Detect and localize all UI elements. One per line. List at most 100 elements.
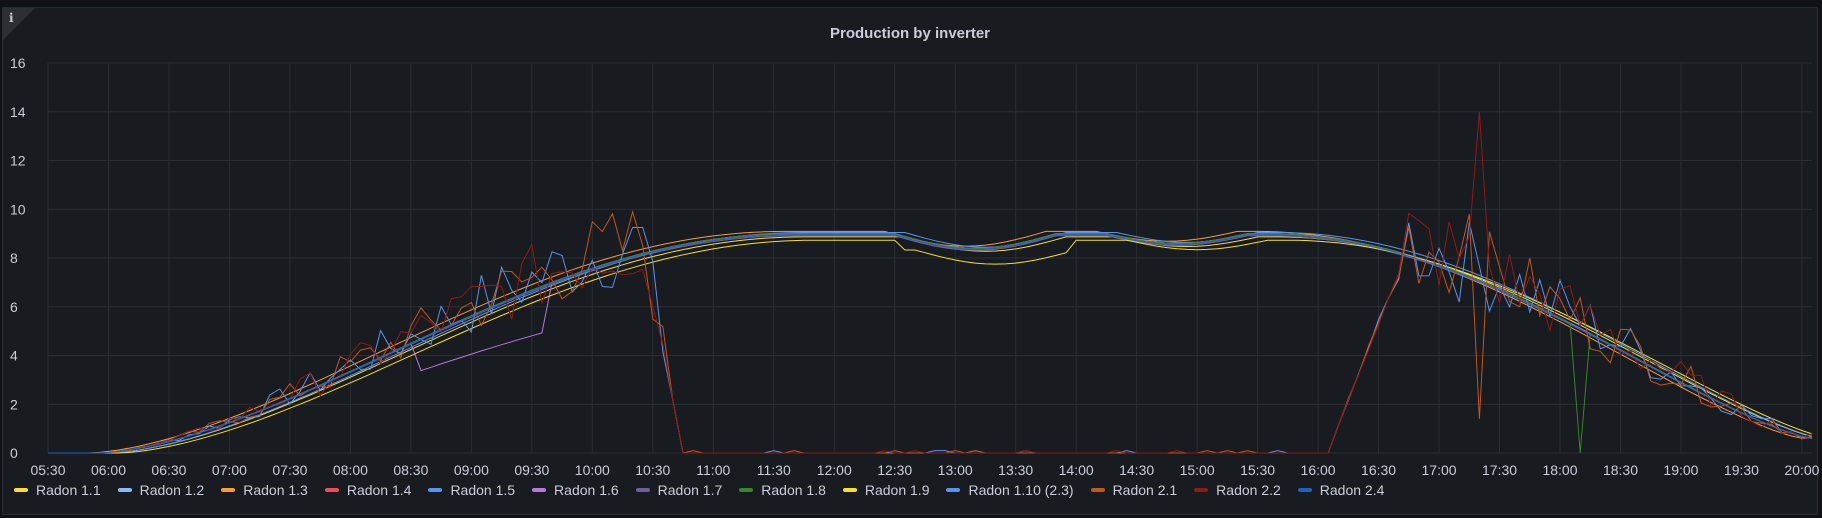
x-tick-label: 10:30 [635,462,670,478]
x-tick-label: 06:00 [91,462,126,478]
legend-label: Radon 1.1 [36,482,101,498]
x-tick-label: 13:00 [938,462,973,478]
legend-swatch [14,488,28,492]
legend-item[interactable]: Radon 1.2 [117,482,205,498]
legend-swatch [221,488,236,492]
x-tick-label: 17:00 [1422,462,1457,478]
legend-swatch [1297,488,1312,492]
legend-label: Radon 2.2 [1216,482,1281,498]
legend-swatch [842,488,857,492]
legend-item[interactable]: Radon 1.1 [14,482,101,498]
series-lines [48,111,1813,454]
x-tick-label: 07:00 [212,462,247,478]
y-tick-label: 2 [10,396,18,412]
legend: Radon 1.1 Radon 1.2 Radon 1.3 Radon 1.4 Rado… [14,482,1401,498]
x-tick-label: 12:30 [877,462,912,478]
legend-item[interactable]: Radon 1.10 (2.3) [946,482,1074,498]
legend-item[interactable]: Radon 1.8 [739,482,826,498]
x-tick-label: 18:30 [1603,462,1638,478]
x-tick-label: 15:00 [1180,462,1215,478]
legend-label: Radon 1.5 [450,482,516,498]
legend-swatch [324,488,339,492]
y-tick-label: 6 [10,299,18,315]
legend-label: Radon 1.3 [243,482,308,498]
x-tick-label: 17:30 [1482,462,1517,478]
legend-item[interactable]: Radon 1.7 [635,482,723,498]
legend-swatch [532,488,547,492]
series-line-11[interactable] [48,111,1813,454]
series-line-9[interactable] [48,222,1813,454]
grid-lines [47,62,1812,454]
series-line-7[interactable] [48,233,1813,454]
y-tick-label: 8 [10,250,18,266]
x-tick-label: 09:30 [514,462,549,478]
legend-label: Radon 1.10 (2.3) [968,482,1074,498]
x-tick-label: 05:30 [30,462,65,478]
legend-item[interactable]: Radon 1.4 [324,482,412,498]
y-tick-label: 0 [10,445,18,461]
series-line-3[interactable] [48,234,1813,454]
x-tick-label: 08:30 [393,462,428,478]
series-line-1[interactable] [48,233,1813,454]
series-line-2[interactable] [48,230,1803,454]
x-tick-label: 18:00 [1542,462,1577,478]
legend-label: Radon 1.2 [139,482,205,498]
x-tick-label: 19:30 [1724,462,1759,478]
x-tick-label: 11:00 [696,462,730,478]
y-axis-ticks: 0 2 4 6 8 10 12 14 16 [10,55,26,461]
legend-swatch [635,488,650,492]
legend-swatch [739,488,754,492]
x-tick-label: 06:30 [151,462,186,478]
x-tick-label: 09:00 [454,462,489,478]
x-tick-label: 15:30 [1240,462,1275,478]
chart-title: Production by inverter [829,25,991,42]
y-tick-label: 16 [10,55,26,71]
legend-label: Radon 1.4 [346,482,412,498]
x-tick-label: 10:00 [575,462,610,478]
series-line-12[interactable] [48,234,1813,454]
legend-label: Radon 1.8 [761,482,826,498]
legend-label: Radon 1.6 [554,482,619,498]
legend-swatch [428,488,443,492]
series-line-4[interactable] [48,232,1813,454]
legend-item[interactable]: Radon 1.5 [428,482,515,498]
x-axis-ticks: 05:30 06:00 06:30 07:00 07:30 08:00 08:30 09:00… [30,462,1819,478]
x-tick-label: 12:00 [817,462,852,478]
y-tick-label: 4 [10,348,18,364]
y-tick-label: 14 [10,104,26,120]
x-tick-label: 20:00 [1784,462,1819,478]
legend-label: Radon 2.4 [1319,482,1385,498]
legend-item[interactable]: Radon 1.3 [221,482,308,498]
x-tick-label: 14:30 [1119,462,1154,478]
series-line-0[interactable] [48,236,1813,454]
legend-swatch [117,488,132,492]
legend-swatch [946,488,961,492]
info-icon[interactable]: i [9,11,14,25]
x-tick-label: 11:30 [757,462,791,478]
legend-label: Radon 2.1 [1112,482,1178,498]
legend-item[interactable]: Radon 2.2 [1194,482,1281,498]
legend-item[interactable]: Radon 2.1 [1090,482,1178,498]
x-tick-label: 14:00 [1059,462,1094,478]
legend-item[interactable]: Radon 1.6 [532,482,619,498]
y-tick-label: 10 [10,201,26,217]
legend-item[interactable]: Radon 2.4 [1297,482,1385,498]
legend-label: Radon 1.7 [657,482,723,498]
legend-item[interactable]: Radon 1.9 [842,482,930,498]
x-tick-label: 07:30 [272,462,307,478]
x-tick-label: 08:00 [333,462,368,478]
chart-panel: i Production by inverter [2,7,1818,515]
x-tick-label: 13:30 [998,462,1033,478]
series-line-10[interactable] [48,209,1813,454]
y-tick-label: 12 [10,153,26,169]
info-corner[interactable] [3,8,35,40]
x-tick-label: 19:00 [1663,462,1698,478]
x-tick-label: 16:30 [1361,462,1396,478]
legend-label: Radon 1.9 [864,482,930,498]
series-line-8[interactable] [48,239,1813,454]
x-tick-label: 16:00 [1301,462,1336,478]
series-line-5[interactable] [48,233,1813,454]
legend-swatch [1194,488,1209,492]
series-line-6[interactable] [48,235,1813,454]
